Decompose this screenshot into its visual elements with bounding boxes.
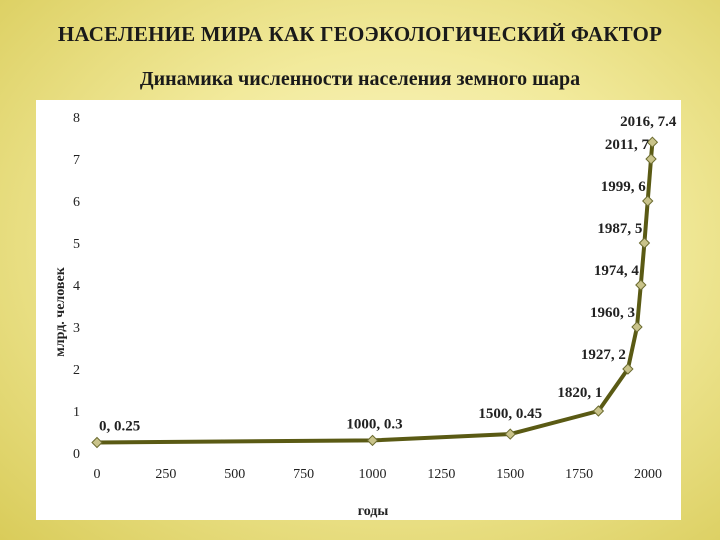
- data-label: 1960, 3: [590, 305, 635, 321]
- data-label: 1820, 1: [557, 385, 602, 401]
- x-tick-label: 750: [293, 467, 314, 482]
- slide-title: НАСЕЛЕНИЕ МИРА КАК ГЕОЭКОЛОГИЧЕСКИЙ ФАКТ…: [57, 22, 663, 46]
- y-tick-label: 5: [73, 237, 80, 252]
- y-tick-label: 7: [73, 153, 80, 168]
- y-tick-label: 8: [73, 111, 80, 126]
- y-axis-ticks: 0 1 2 3 4 5 6 7 8: [73, 111, 80, 462]
- y-tick-label: 1: [73, 405, 80, 420]
- x-axis-ticks: 0 250 500 750 1000 1250 1500 1750 2000: [94, 467, 663, 482]
- data-label: 1987, 5: [597, 221, 642, 237]
- series-markers: [91, 136, 659, 449]
- y-tick-label: 6: [73, 195, 80, 210]
- x-tick-label: 1500: [496, 467, 524, 482]
- data-point-marker: [622, 363, 634, 375]
- data-label: 1927, 2: [581, 347, 626, 363]
- data-label: 1974, 4: [594, 263, 640, 279]
- data-point-marker: [91, 436, 103, 449]
- data-point-marker: [631, 321, 643, 333]
- data-point-marker: [635, 279, 647, 291]
- y-tick-label: 4: [73, 279, 80, 294]
- y-tick-label: 0: [73, 447, 80, 462]
- data-point-marker: [642, 195, 654, 207]
- y-tick-label: 2: [73, 363, 80, 378]
- data-point-marker: [504, 428, 516, 440]
- y-tick-label: 3: [73, 321, 80, 336]
- chart-title: Динамика численности населения земного ш…: [139, 68, 581, 90]
- x-tick-label: 0: [94, 467, 101, 482]
- data-point-marker: [638, 237, 651, 249]
- data-label: 2016, 7.4: [620, 114, 677, 130]
- x-tick-label: 1250: [427, 467, 455, 482]
- y-axis-label: млрд. человек: [53, 266, 68, 356]
- data-label: 1999, 6: [601, 179, 647, 195]
- data-point-marker: [645, 153, 657, 165]
- data-labels: 0, 0.25 1000, 0.3 1500, 0.45 1820, 1 1927, 2…: [99, 114, 677, 434]
- x-tick-label: 500: [224, 467, 245, 482]
- data-point-marker: [366, 434, 379, 447]
- data-point-marker: [646, 136, 659, 148]
- data-label: 1000, 0.3: [346, 416, 402, 432]
- x-tick-label: 1750: [565, 467, 593, 482]
- data-point-marker: [592, 405, 605, 417]
- data-label: 2011, 7: [605, 137, 650, 153]
- data-label: 1500, 0.45: [478, 406, 542, 422]
- data-label: 0, 0.25: [99, 419, 140, 435]
- x-tick-label: 1000: [359, 467, 387, 482]
- x-axis-label: годы: [358, 504, 389, 519]
- x-tick-label: 2000: [634, 467, 662, 482]
- plot-panel: [36, 100, 681, 520]
- x-tick-label: 250: [155, 467, 176, 482]
